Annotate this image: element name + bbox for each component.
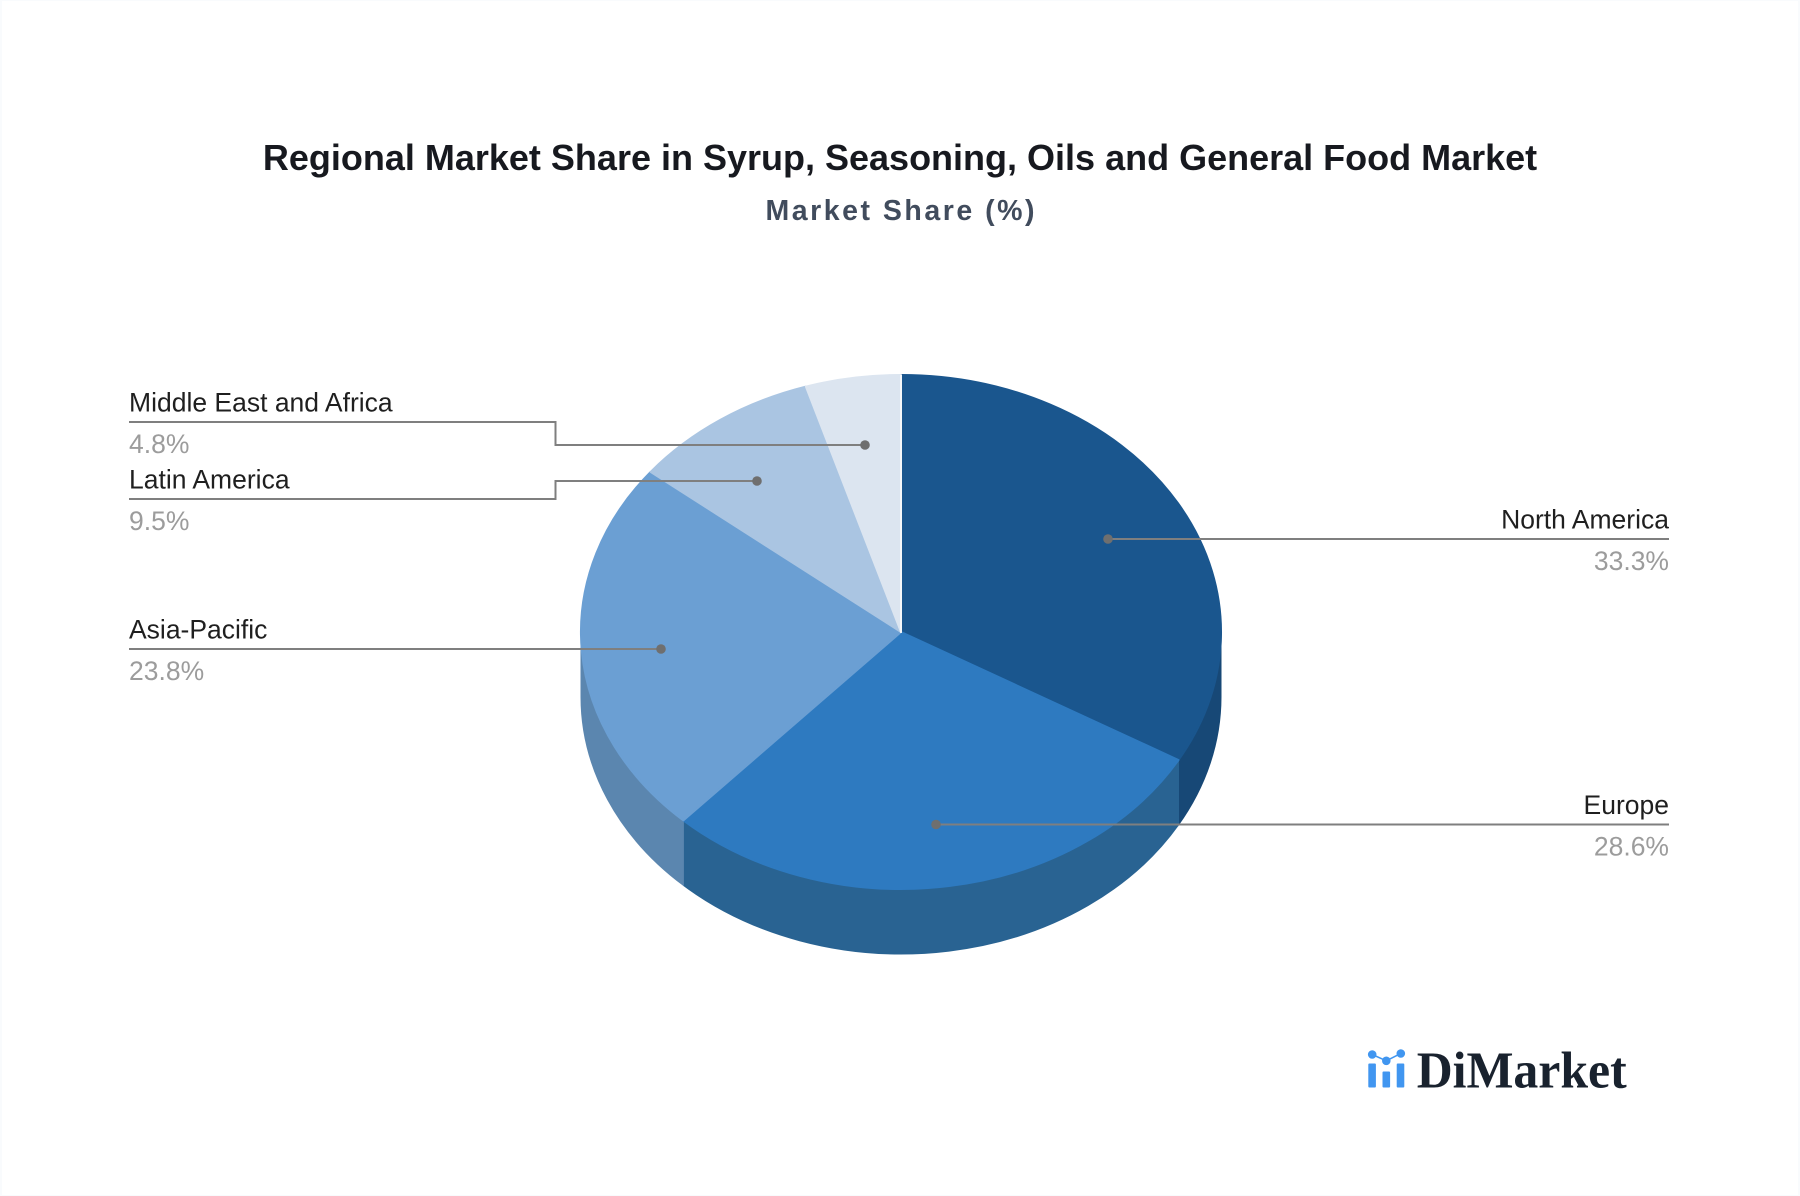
svg-text:DiMarket: DiMarket [1417, 1043, 1628, 1100]
svg-text:Market Share (%): Market Share (%) [766, 195, 1035, 227]
svg-text:Asia-Pacific: Asia-Pacific [129, 615, 267, 645]
svg-text:28.6%: 28.6% [1594, 832, 1669, 862]
svg-text:9.5%: 9.5% [129, 506, 189, 536]
svg-text:Middle East and Africa: Middle East and Africa [129, 388, 393, 418]
svg-text:33.3%: 33.3% [1594, 546, 1669, 576]
svg-text:4.8%: 4.8% [129, 429, 189, 459]
svg-text:Europe: Europe [1584, 790, 1669, 820]
svg-text:23.8%: 23.8% [129, 656, 204, 686]
svg-text:Regional Market Share in Syrup: Regional Market Share in Syrup, Seasonin… [263, 137, 1537, 178]
svg-text:North America: North America [1501, 505, 1669, 535]
svg-text:Latin America: Latin America [129, 465, 290, 495]
